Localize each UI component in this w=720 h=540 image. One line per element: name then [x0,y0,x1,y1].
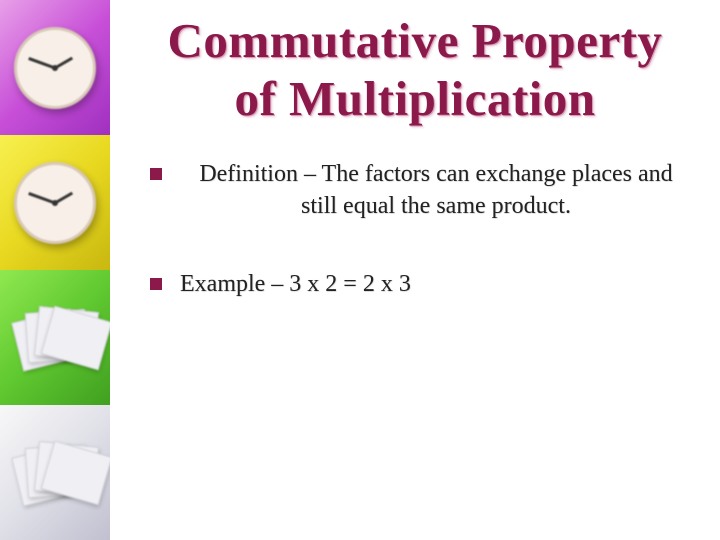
papers-icon [13,438,98,508]
clock-icon [14,162,96,244]
title-line-1: Commutative Property [168,13,663,68]
slide-content: Commutative Property of Multiplication D… [110,0,720,540]
bullet-square-icon [150,168,162,180]
bullet-square-icon [150,278,162,290]
bullet-text: Example – 3 x 2 = 2 x 3 [180,271,411,297]
papers-icon [13,303,98,373]
bullet-text: Definition – The factors can exchange pl… [199,161,672,219]
slide-title: Commutative Property of Multiplication [138,12,692,128]
title-line-2: of Multiplication [234,71,595,126]
sidebar-tile-papers-white [0,405,110,540]
sidebar-tile-papers-green [0,270,110,405]
sidebar-tile-clock-purple [0,0,110,135]
decorative-sidebar [0,0,110,540]
sidebar-tile-clock-yellow [0,135,110,270]
clock-icon [14,27,96,109]
bullet-list: Definition – The factors can exchange pl… [138,158,692,301]
list-item: Definition – The factors can exchange pl… [150,158,692,223]
list-item: Example – 3 x 2 = 2 x 3 [150,268,692,300]
